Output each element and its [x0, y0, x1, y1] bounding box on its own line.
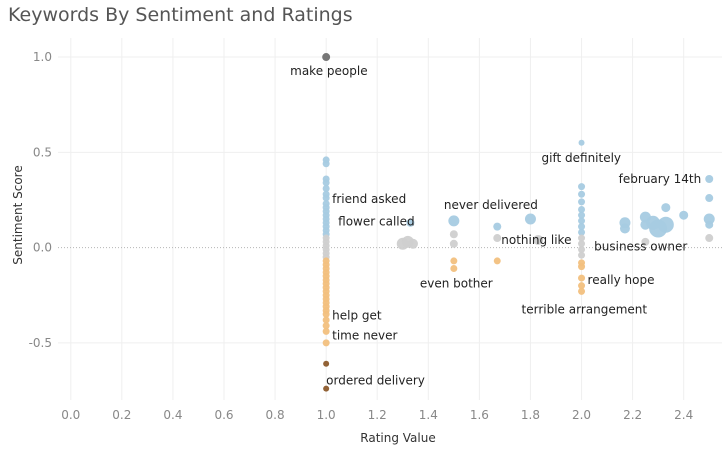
x-tick-label: 1.2 — [368, 408, 387, 422]
scatter-point[interactable] — [449, 230, 458, 239]
scatter-point[interactable] — [578, 234, 586, 242]
x-tick-label: 1.4 — [419, 408, 438, 422]
scatter-point[interactable] — [578, 217, 586, 225]
data-points — [322, 53, 715, 392]
scatter-point[interactable] — [705, 234, 714, 243]
scatter-point[interactable] — [578, 282, 586, 290]
scatter-point[interactable] — [322, 53, 331, 62]
scatter-point[interactable] — [578, 240, 586, 248]
point-annotation: business owner — [594, 240, 687, 254]
scatter-point[interactable] — [661, 203, 671, 213]
x-tick-label: 0.2 — [112, 408, 131, 422]
scatter-point[interactable] — [323, 385, 330, 392]
x-axis-ticks: 0.00.20.40.60.81.01.21.41.61.82.02.22.42 — [61, 408, 693, 422]
point-annotation: february 14th — [619, 172, 702, 186]
scatter-point[interactable] — [705, 174, 714, 183]
scatter-point[interactable] — [619, 223, 630, 234]
scatter-point[interactable] — [705, 194, 714, 203]
scatter-point[interactable] — [578, 198, 586, 206]
point-annotation: help get — [332, 308, 382, 322]
x-tick-label: 1.8 — [521, 408, 540, 422]
x-tick-label: 2.0 — [572, 408, 591, 422]
scatter-point[interactable] — [578, 263, 586, 271]
point-annotation: make people — [290, 64, 367, 78]
x-tick-label: 0.6 — [214, 408, 233, 422]
scatter-point[interactable] — [578, 287, 586, 295]
scatter-point[interactable] — [578, 245, 586, 253]
scatter-point[interactable] — [407, 238, 418, 249]
y-axis-ticks: 1.0 0.5 0.0 -0.5 — [29, 50, 52, 350]
scatter-point[interactable] — [578, 228, 586, 236]
scatter-point[interactable] — [323, 360, 330, 367]
point-annotation: even bother — [420, 277, 493, 291]
scatter-point[interactable] — [578, 274, 586, 282]
point-annotation: never delivered — [444, 198, 538, 212]
scatter-point[interactable] — [322, 179, 330, 187]
scatter-point[interactable] — [450, 265, 458, 273]
scatter-point[interactable] — [322, 339, 330, 347]
point-annotation: really hope — [588, 273, 655, 287]
scatter-point[interactable] — [524, 213, 536, 225]
x-tick-label: 1.6 — [470, 408, 489, 422]
x-tick-label: 2.2 — [623, 408, 642, 422]
scatter-point[interactable] — [322, 310, 330, 318]
scatter-point[interactable] — [578, 183, 586, 191]
scatter-point[interactable] — [578, 205, 586, 213]
x-tick-label: 0.8 — [266, 408, 285, 422]
point-annotation: ordered delivery — [326, 374, 425, 388]
scatter-point[interactable] — [322, 194, 330, 202]
scatter-point[interactable] — [493, 257, 501, 265]
scatter-point[interactable] — [493, 234, 502, 243]
y-tick-label: 1.0 — [33, 50, 52, 64]
point-annotation: flower called — [338, 215, 414, 229]
x-tick-label: 0.4 — [163, 408, 182, 422]
scatter-point[interactable] — [578, 211, 586, 219]
point-annotation: terrible arrangement — [522, 302, 648, 316]
x-axis-title: Rating Value — [360, 431, 435, 445]
x-tick-label: 0.0 — [61, 408, 80, 422]
scatter-point[interactable] — [679, 210, 689, 220]
scatter-point[interactable] — [406, 218, 415, 227]
scatter-point[interactable] — [322, 327, 330, 335]
y-tick-label: 0.5 — [33, 145, 52, 159]
scatter-point[interactable] — [578, 139, 585, 146]
scatter-point[interactable] — [493, 222, 502, 231]
scatter-point[interactable] — [641, 237, 650, 246]
scatter-point[interactable] — [657, 216, 674, 233]
point-annotation: nothing like — [501, 233, 571, 247]
scatter-point[interactable] — [448, 215, 460, 227]
scatter-point[interactable] — [322, 185, 330, 193]
scatter-point[interactable] — [640, 219, 651, 230]
scatter-point[interactable] — [578, 251, 586, 259]
scatter-point[interactable] — [322, 316, 330, 324]
y-tick-label: -0.5 — [29, 336, 52, 350]
y-tick-label: 0.0 — [33, 241, 52, 255]
point-annotation: friend asked — [332, 192, 406, 206]
scatter-point[interactable] — [450, 257, 458, 265]
point-annotation: time never — [332, 328, 397, 342]
scatter-point[interactable] — [705, 220, 714, 229]
chart-title: Keywords By Sentiment and Ratings — [8, 4, 353, 26]
scatter-point[interactable] — [703, 213, 715, 225]
scatter-point[interactable] — [639, 211, 651, 223]
scatter-point[interactable] — [578, 223, 586, 231]
scatter-point[interactable] — [322, 160, 330, 168]
x-tick-label: 1.0 — [317, 408, 336, 422]
point-annotation: gift definitely — [542, 151, 622, 165]
x-tick-label: 2.4 — [674, 408, 693, 422]
scatter-point[interactable] — [449, 239, 458, 248]
scatter-point[interactable] — [533, 234, 544, 245]
scatter-point[interactable] — [322, 322, 330, 330]
point-annotations: make people friend asked flower called help… — [290, 64, 701, 388]
y-axis-title: Sentiment Score — [11, 165, 25, 264]
scatter-point[interactable] — [578, 190, 586, 198]
